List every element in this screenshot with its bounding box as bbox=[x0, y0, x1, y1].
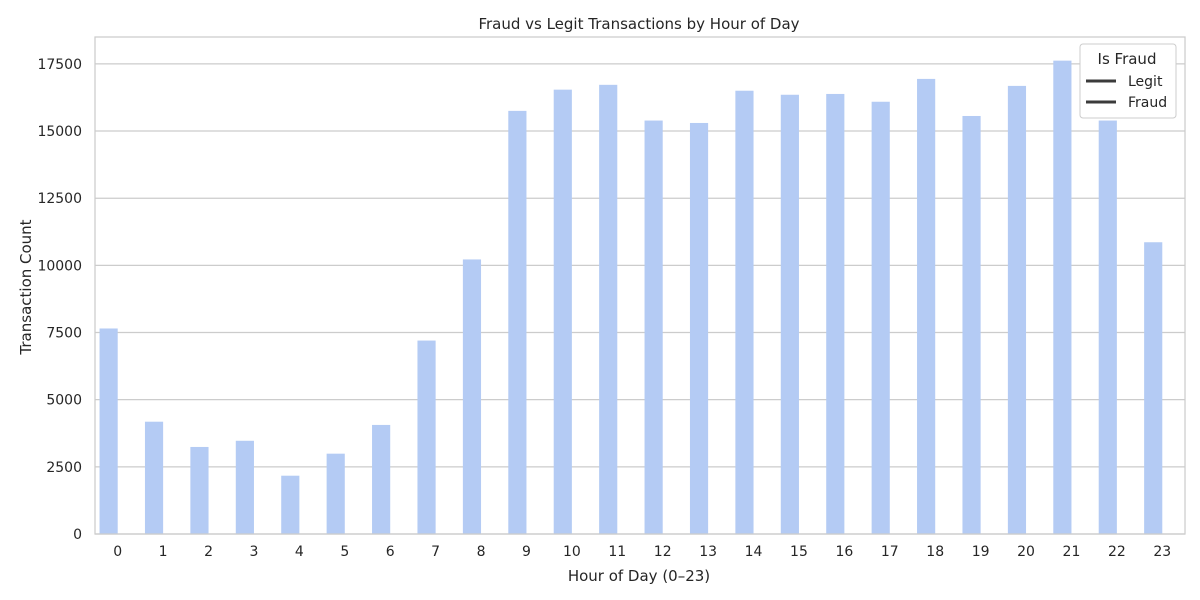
bar-legit-hour-4 bbox=[281, 475, 300, 534]
bar-legit-hour-11 bbox=[599, 84, 618, 534]
y-axis-title: Transaction Count bbox=[17, 219, 35, 355]
x-tick-label: 18 bbox=[926, 544, 944, 560]
bar-legit-hour-17 bbox=[871, 101, 890, 534]
y-tick-label: 0 bbox=[73, 527, 82, 543]
y-tick-label: 10000 bbox=[37, 258, 82, 274]
bar-legit-hour-0 bbox=[99, 328, 118, 534]
bar-legit-hour-20 bbox=[1007, 85, 1027, 535]
plot-frame bbox=[94, 36, 1186, 535]
y-tick-label: 15000 bbox=[37, 124, 82, 140]
x-tick-label: 17 bbox=[881, 544, 899, 560]
x-tick-label: 10 bbox=[563, 544, 581, 560]
y-tick-label: 2500 bbox=[46, 460, 82, 476]
grid-layer bbox=[95, 63, 1185, 535]
legend: Is Fraud Legit Fraud bbox=[1079, 43, 1177, 119]
x-tick-label: 20 bbox=[1017, 544, 1035, 560]
x-tick-label: 5 bbox=[340, 544, 349, 560]
bar-legit-hour-21 bbox=[1053, 60, 1072, 534]
x-tick-label: 7 bbox=[431, 544, 440, 560]
x-tick-label: 15 bbox=[790, 544, 808, 560]
bar-legit-hour-15 bbox=[780, 94, 799, 534]
x-tick-label: 1 bbox=[159, 544, 168, 560]
y-tick-label: 7500 bbox=[46, 326, 82, 342]
x-tick-label: 6 bbox=[386, 544, 395, 560]
bar-legit-hour-16 bbox=[826, 93, 845, 534]
bar-legit-hour-14 bbox=[735, 90, 754, 534]
x-tick-label: 8 bbox=[477, 544, 486, 560]
x-tick-label: 3 bbox=[249, 544, 258, 560]
x-tick-label: 19 bbox=[972, 544, 990, 560]
bar-legit-hour-13 bbox=[689, 122, 709, 535]
bars-layer bbox=[99, 60, 1163, 535]
bar-legit-hour-10 bbox=[553, 89, 572, 534]
bar-legit-hour-3 bbox=[235, 440, 254, 534]
x-tick-label: 12 bbox=[654, 544, 672, 560]
bar-legit-hour-6 bbox=[372, 424, 391, 534]
bar-legit-hour-2 bbox=[190, 446, 209, 534]
x-tick-label: 14 bbox=[745, 544, 763, 560]
legend-frame bbox=[1079, 43, 1177, 119]
x-tick-label: 22 bbox=[1108, 544, 1126, 560]
bar-legit-hour-23 bbox=[1144, 242, 1163, 535]
bar-legit-hour-19 bbox=[962, 115, 981, 535]
bar-legit-hour-9 bbox=[508, 110, 527, 534]
x-tick-labels: 0 1 2 3 4 5 6 7 8 9 10 11 12 13 14 15 16 17 18 19 20 21 22 23 bbox=[113, 544, 1171, 560]
y-tick-label: 12500 bbox=[37, 191, 82, 207]
y-tick-label: 5000 bbox=[46, 393, 82, 409]
x-tick-label: 13 bbox=[699, 544, 717, 560]
x-tick-label: 21 bbox=[1063, 544, 1081, 560]
x-axis-title: Hour of Day (0–23) bbox=[568, 567, 710, 585]
bar-legit-hour-7 bbox=[417, 340, 436, 534]
y-tick-labels: 0 2500 5000 7500 10000 12500 15000 17500 bbox=[37, 57, 82, 543]
x-tick-label: 16 bbox=[835, 544, 853, 560]
chart-title: Fraud vs Legit Transactions by Hour of D… bbox=[478, 15, 799, 33]
bar-legit-hour-8 bbox=[462, 259, 482, 534]
bar-legit-hour-22 bbox=[1098, 120, 1117, 534]
y-tick-label: 17500 bbox=[37, 57, 82, 73]
legend-label-legit: Legit bbox=[1128, 74, 1163, 90]
bar-legit-hour-1 bbox=[144, 421, 164, 534]
legend-title: Is Fraud bbox=[1098, 50, 1157, 68]
x-tick-label: 11 bbox=[608, 544, 626, 560]
bar-legit-hour-12 bbox=[644, 120, 663, 534]
x-tick-label: 9 bbox=[522, 544, 531, 560]
bar-legit-hour-18 bbox=[917, 78, 936, 535]
x-tick-label: 0 bbox=[113, 544, 122, 560]
x-tick-label: 23 bbox=[1153, 544, 1171, 560]
bar-legit-hour-5 bbox=[326, 453, 345, 534]
x-tick-label: 4 bbox=[295, 544, 304, 560]
legend-label-fraud: Fraud bbox=[1128, 95, 1167, 111]
x-tick-label: 2 bbox=[204, 544, 213, 560]
